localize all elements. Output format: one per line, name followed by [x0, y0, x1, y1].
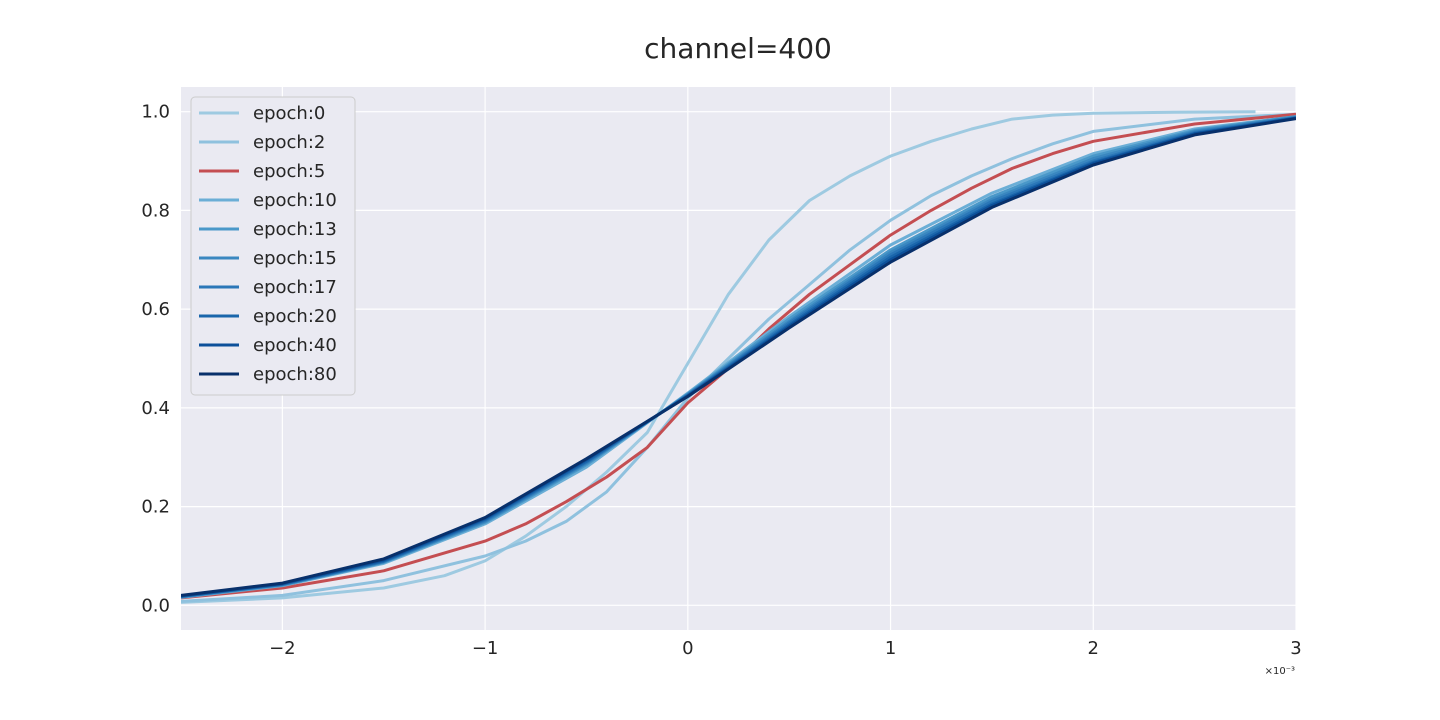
legend-label: epoch:13	[253, 219, 337, 240]
y-tick-label: 0.6	[141, 299, 170, 320]
legend-label: epoch:15	[253, 248, 337, 269]
y-tick-label: 1.0	[141, 102, 170, 123]
x-tick-label: 2	[1088, 638, 1099, 659]
y-tick-label: 0.0	[141, 595, 170, 616]
x-tick-label: −2	[269, 638, 296, 659]
legend-label: epoch:0	[253, 103, 325, 124]
legend-label: epoch:40	[253, 335, 337, 356]
series-line-epoch-0	[181, 110, 1256, 604]
legend: epoch:0 epoch:2 epoch:5 epoch:10 epoch:13 epo…	[190, 96, 356, 396]
series-lines	[181, 110, 1296, 604]
series-line-epoch-80	[181, 117, 1296, 597]
x-tick-label: 0	[682, 638, 693, 659]
x-offset-label: ×10⁻³	[1265, 666, 1295, 677]
x-tick-label: 3	[1290, 638, 1301, 659]
legend-label: epoch:5	[253, 161, 325, 182]
x-tick-label: 1	[885, 638, 896, 659]
y-tick-label: 0.4	[141, 398, 170, 419]
legend-label: epoch:17	[253, 277, 337, 298]
legend-label: epoch:2	[253, 132, 325, 153]
tick-labels: −2 −1 0 1 2 3 0.0 0.2 0.4 0.6 0.8 1.0	[141, 102, 1301, 659]
grid-lines	[181, 87, 1297, 630]
x-tick-label: −1	[472, 638, 499, 659]
legend-label: epoch:80	[253, 364, 337, 385]
legend-label: epoch:20	[253, 306, 337, 327]
chart-title: channel=400	[644, 32, 832, 65]
y-tick-label: 0.8	[141, 200, 170, 221]
legend-label: epoch:10	[253, 190, 337, 211]
series-line-epoch-5	[181, 112, 1296, 600]
series-line-epoch-2	[181, 112, 1296, 603]
y-tick-label: 0.2	[141, 497, 170, 518]
